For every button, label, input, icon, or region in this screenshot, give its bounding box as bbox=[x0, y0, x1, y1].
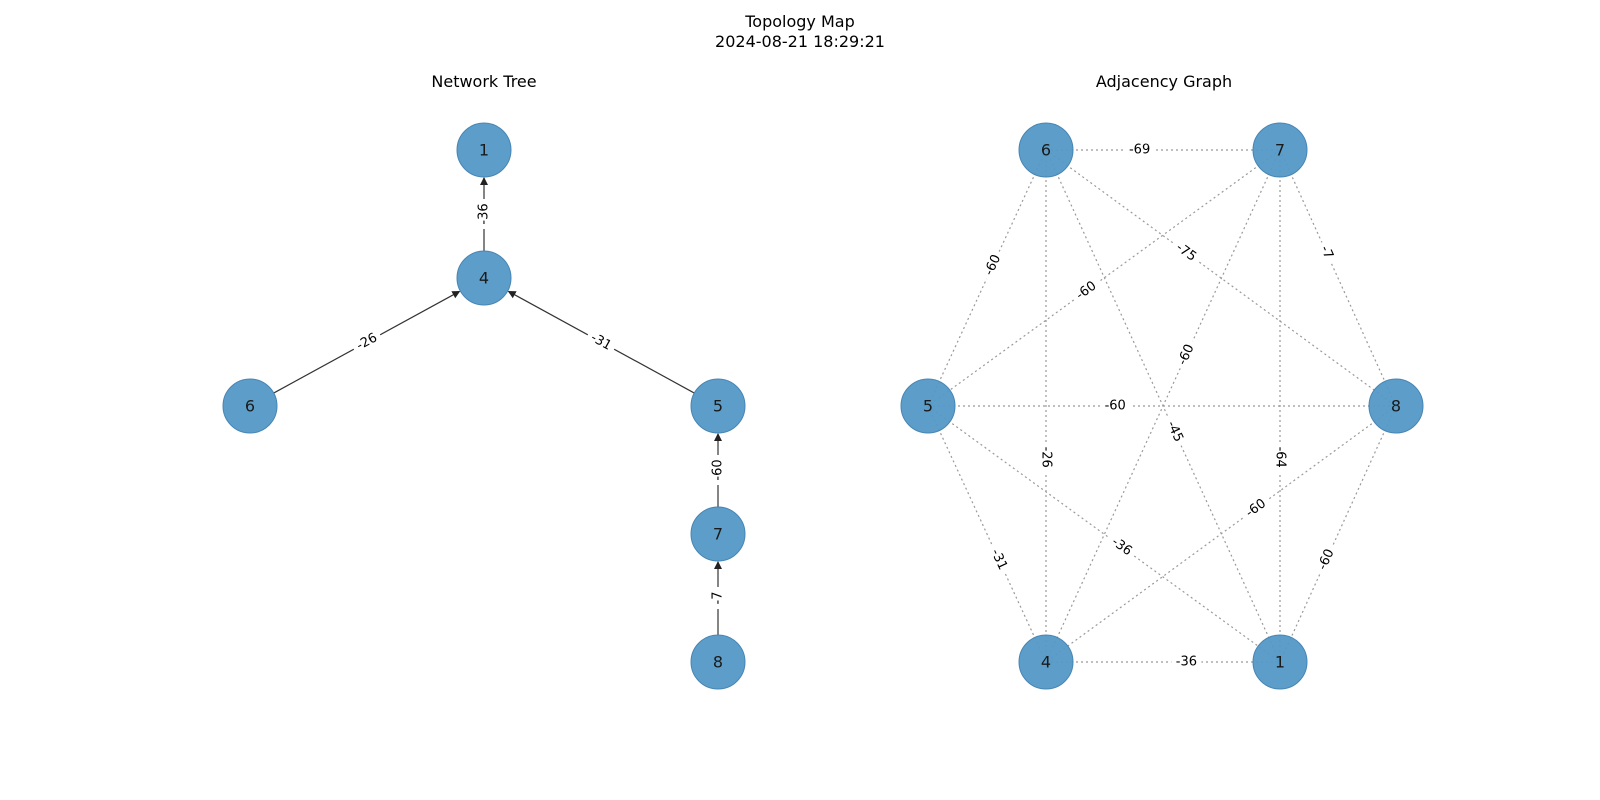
graph-edge-label-8-1-background bbox=[1312, 542, 1341, 577]
tree-edge-label-4-1-box: -36 bbox=[475, 199, 493, 229]
graph-node-1: 1 bbox=[1252, 634, 1308, 690]
graph-edge-label-4-1: -36 bbox=[1176, 655, 1197, 670]
graph-edge-8-4 bbox=[1045, 405, 1397, 663]
graph-edge-label-6-8-box: -75 bbox=[1168, 236, 1204, 269]
graph-edge-label-5-1-box: -36 bbox=[1104, 530, 1140, 563]
graph-edge-label-7-4-box: -60 bbox=[1171, 337, 1201, 373]
tree-panel-title: Network Tree bbox=[431, 72, 537, 91]
figure-title: Topology Map 2024-08-21 18:29:21 bbox=[0, 12, 1600, 52]
tree-edge-label-8-7-background bbox=[709, 587, 727, 609]
graph-node-circle bbox=[1018, 122, 1074, 178]
graph-edge-7-8 bbox=[1279, 149, 1397, 407]
graph-edge-label-8-4-background bbox=[1238, 492, 1274, 525]
graph-edge-label-8-4-box: -60 bbox=[1238, 492, 1274, 525]
graph-node-label: 5 bbox=[923, 397, 933, 416]
tree-edge-label-4-1: -36 bbox=[477, 203, 492, 224]
graph-node-label: 7 bbox=[1275, 141, 1285, 160]
tree-node-circle bbox=[456, 250, 512, 306]
graph-edge-label-6-7-box: -69 bbox=[1124, 141, 1155, 159]
figure-timestamp: 2024-08-21 18:29:21 bbox=[715, 32, 885, 51]
tree-node-label: 7 bbox=[713, 525, 723, 544]
graph-edge-label-7-1-box: -64 bbox=[1271, 442, 1289, 473]
tree-node-label: 5 bbox=[713, 397, 723, 416]
tree-node-6: 6 bbox=[222, 378, 278, 434]
graph-edge-label-5-8-background bbox=[1100, 397, 1131, 415]
graph-edge-5-1 bbox=[927, 405, 1281, 663]
tree-edge-label-4-1-background bbox=[475, 199, 493, 229]
graph-edge-label-6-8-background bbox=[1168, 236, 1204, 269]
graph-edge-label-7-4-background bbox=[1171, 337, 1201, 373]
graph-edge-label-7-5-box: -60 bbox=[1068, 274, 1104, 307]
graph-edge-label-6-7-background bbox=[1124, 141, 1155, 159]
graph-edge-label-6-4-background bbox=[1037, 442, 1055, 473]
graph-node-label: 4 bbox=[1041, 653, 1051, 672]
graph-edge-label-4-1-box: -36 bbox=[1171, 653, 1202, 671]
tree-node-circle bbox=[690, 634, 746, 690]
tree-edge-label-7-5-background bbox=[709, 455, 727, 485]
graph-edge-label-4-1-background bbox=[1171, 653, 1202, 671]
figure-title-main: Topology Map bbox=[745, 12, 855, 31]
graph-edge-label-7-8-box: -7 bbox=[1313, 238, 1340, 267]
tree-edge-label-6-4-box: -26 bbox=[349, 326, 385, 358]
tree-node-circle bbox=[222, 378, 278, 434]
tree-node-label: 8 bbox=[713, 653, 723, 672]
graph-edge-5-4 bbox=[927, 405, 1047, 663]
tree-node-label: 4 bbox=[479, 269, 489, 288]
graph-edge-label-6-4-box: -26 bbox=[1037, 442, 1055, 473]
graph-node-label: 8 bbox=[1391, 397, 1401, 416]
tree-node-8: 8 bbox=[690, 634, 746, 690]
adjacency-graph: -69 -60 -75 -26 -45 -60 -7 -60 -64 -60 -31 -36 -60 -6… bbox=[900, 122, 1424, 690]
graph-edge-label-6-1-box: -45 bbox=[1160, 414, 1190, 449]
tree-edge-label-7-5: -60 bbox=[711, 459, 726, 480]
tree-node-5: 5 bbox=[690, 378, 746, 434]
graph-edge-label-5-4-background bbox=[984, 542, 1014, 577]
tree-node-label: 1 bbox=[479, 141, 489, 160]
tree-edge-label-8-7: -7 bbox=[711, 592, 726, 605]
graph-edge-label-8-1-box: -60 bbox=[1312, 542, 1341, 577]
graph-edge-label-6-5-background bbox=[978, 247, 1008, 283]
graph-node-circle bbox=[1252, 634, 1308, 690]
tree-node-circle bbox=[690, 506, 746, 562]
graph-edge-label-7-8-background bbox=[1313, 238, 1340, 267]
tree-node-7: 7 bbox=[690, 506, 746, 562]
tree-edge-label-5-4-background bbox=[583, 326, 619, 358]
graph-node-label: 1 bbox=[1275, 653, 1285, 672]
graph-edge-label-7-5-background bbox=[1068, 274, 1104, 307]
graph-node-circle bbox=[1252, 122, 1308, 178]
tree-node-circle bbox=[690, 378, 746, 434]
graph-edge-label-5-4-box: -31 bbox=[984, 542, 1014, 577]
graph-edge-label-6-1-background bbox=[1160, 414, 1190, 449]
graph-edge-label-5-1-background bbox=[1104, 530, 1140, 563]
graph-edge-label-6-5-box: -60 bbox=[978, 247, 1008, 283]
graph-edge-label-5-8: -60 bbox=[1105, 399, 1126, 414]
graph-edge-label-5-8-box: -60 bbox=[1100, 397, 1131, 415]
tree-node-1: 1 bbox=[456, 122, 512, 178]
tree-node-label: 6 bbox=[245, 397, 255, 416]
tree-edge-label-6-4-background bbox=[349, 326, 385, 358]
graph-edge-label-6-7: -69 bbox=[1129, 143, 1150, 158]
tree-node-4: 4 bbox=[456, 250, 512, 306]
graph-node-circle bbox=[1018, 634, 1074, 690]
graph-node-5: 5 bbox=[900, 378, 956, 434]
graph-node-8: 8 bbox=[1368, 378, 1424, 434]
tree-edge-label-8-7-box: -7 bbox=[709, 587, 727, 609]
graph-edge-label-7-8: -7 bbox=[1317, 243, 1336, 261]
graph-panel-title: Adjacency Graph bbox=[1095, 72, 1233, 91]
tree-edge-label-7-5-box: -60 bbox=[709, 455, 727, 485]
graph-edge-label-7-1-background bbox=[1271, 442, 1289, 473]
graph-node-6: 6 bbox=[1018, 122, 1074, 178]
tree-node-circle bbox=[456, 122, 512, 178]
graph-node-circle bbox=[900, 378, 956, 434]
graph-node-label: 6 bbox=[1041, 141, 1051, 160]
tree-edge-label-5-4-box: -31 bbox=[583, 326, 619, 358]
network-tree: -36 -26 -31 -60 -7 1 4 6 5 7 8 bbox=[222, 122, 746, 690]
graph-node-4: 4 bbox=[1018, 634, 1074, 690]
graph-edge-label-7-1: -64 bbox=[1273, 447, 1288, 468]
graph-edge-8-1 bbox=[1279, 405, 1397, 663]
graph-node-7: 7 bbox=[1252, 122, 1308, 178]
graph-node-circle bbox=[1368, 378, 1424, 434]
graph-edge-label-6-4: -26 bbox=[1039, 447, 1054, 468]
